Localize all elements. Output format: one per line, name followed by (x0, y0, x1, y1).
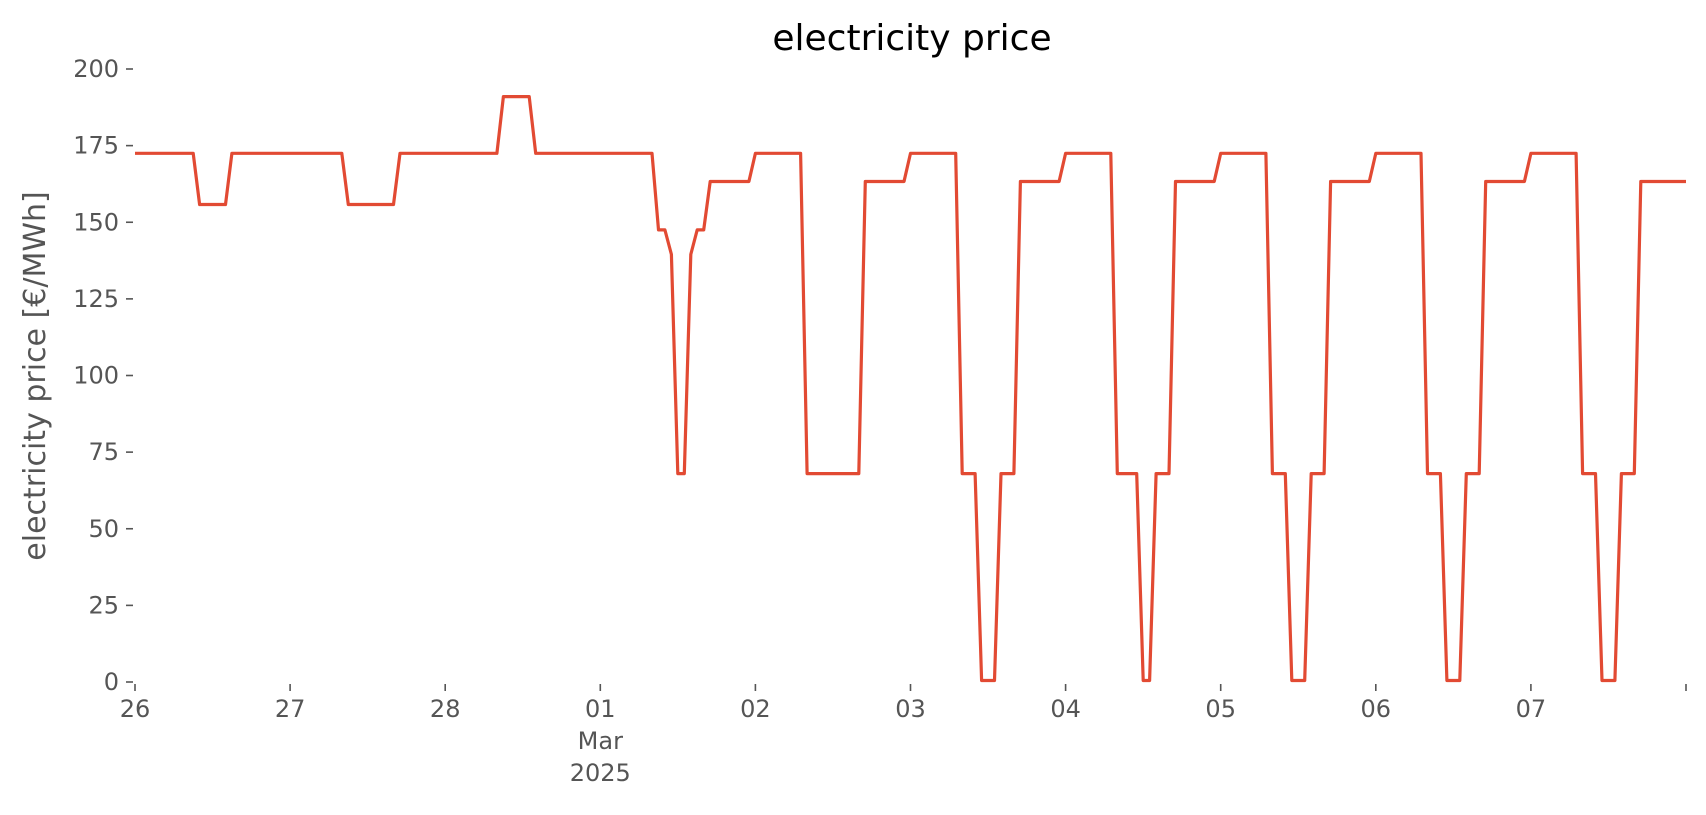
y-tick-label: 25 (88, 591, 119, 619)
x-tick-label: 04 (1050, 695, 1081, 723)
y-axis-label: electricity price [€/MWh] (18, 191, 53, 560)
x-tick-label: 07 (1516, 695, 1547, 723)
x-tick-label: 03 (895, 695, 926, 723)
y-tick-label: 175 (73, 132, 119, 160)
x-tick-label: 28 (430, 695, 461, 723)
y-tick-label: 0 (104, 668, 119, 696)
y-tick-label: 125 (73, 285, 119, 313)
y-axis: 0 25 50 75 100 125 150 175 200 (73, 55, 133, 696)
y-tick-label: 150 (73, 208, 119, 236)
chart-title: electricity price (772, 18, 1051, 59)
x-tick-label: 05 (1205, 695, 1236, 723)
x-tick-label: 02 (740, 695, 771, 723)
y-tick-label: 200 (73, 55, 119, 83)
x-tick-label: 26 (120, 695, 151, 723)
x-axis: 26 27 28 01 Mar 2025 02 03 04 05 06 07 (120, 684, 1687, 787)
y-tick-label: 75 (88, 438, 119, 466)
y-tick-label: 50 (88, 515, 119, 543)
y-tick-label: 100 (73, 362, 119, 390)
price-series-line (135, 95, 1686, 683)
x-tick-label: 01 (585, 695, 616, 723)
x-tick-label: 2025 (570, 759, 631, 787)
x-tick-label: 06 (1361, 695, 1392, 723)
x-tick-label: Mar (578, 727, 623, 755)
x-tick-label: 27 (275, 695, 306, 723)
plot-area (135, 95, 1686, 683)
